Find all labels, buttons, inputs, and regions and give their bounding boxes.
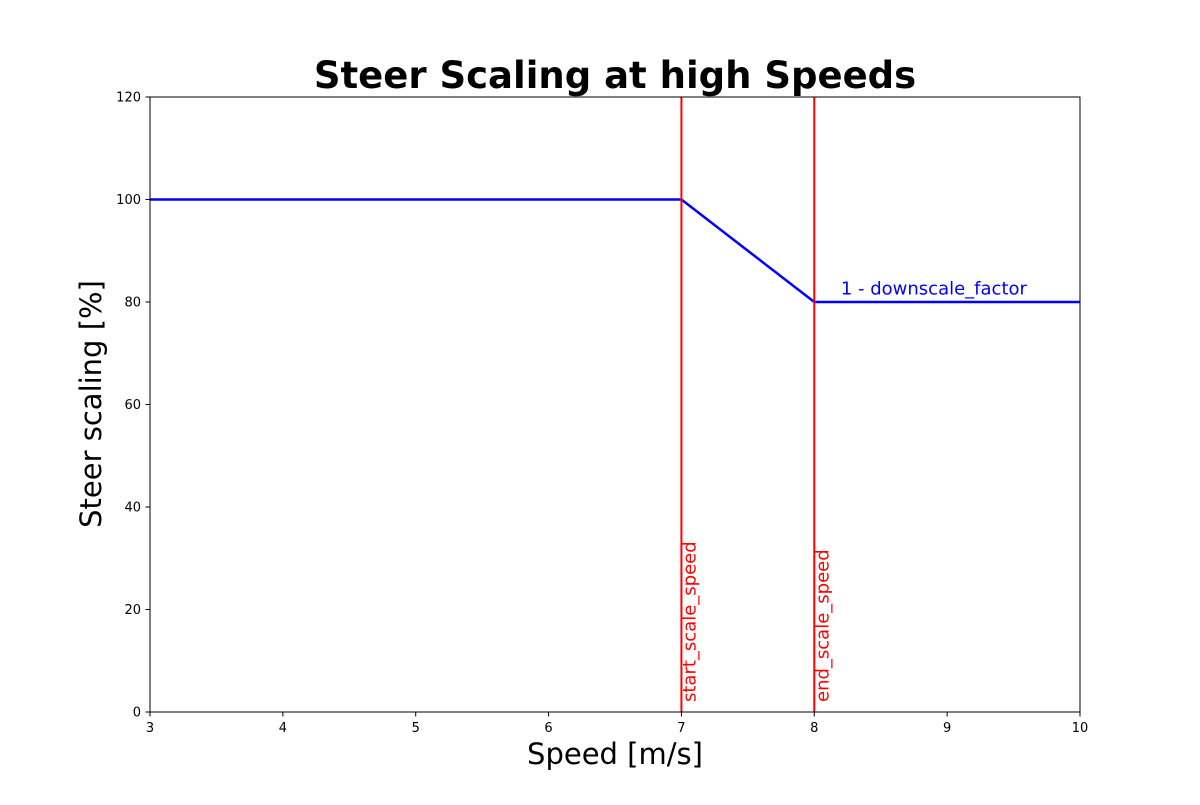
annotation-text: 1 - downscale_factor [841,278,1028,299]
y-tick-label: 100 [116,193,141,208]
y-axis-label: Steer scaling [%] [74,280,108,528]
x-axis-label: Speed [m/s] [527,737,703,771]
y-tick-label: 60 [124,398,141,413]
x-tick-label: 7 [677,721,685,736]
y-tick-label: 120 [116,91,141,106]
y-tick-label: 20 [124,603,141,618]
x-tick-label: 3 [146,721,154,736]
axes-frame [149,96,1081,713]
x-tick-label: 9 [943,721,951,736]
y-tick-label: 80 [124,296,141,311]
y-tick-label: 0 [133,706,141,721]
series-line-0 [150,198,1080,304]
x-tick-label: 6 [544,721,552,736]
x-tick-label: 10 [1072,721,1089,736]
vline-label: start_scale_speed [679,541,700,702]
y-tick-label: 40 [124,501,141,516]
x-tick-label: 8 [810,721,818,736]
x-tick-label: 4 [279,721,287,736]
x-tick-label: 5 [412,721,420,736]
chart-title: Steer Scaling at high Speeds [314,54,916,97]
plot-area: 3 4 5 6 7 8 9 10020406080100120start_scale_spee… [116,91,1088,737]
vline-label: end_scale_speed [812,549,833,702]
